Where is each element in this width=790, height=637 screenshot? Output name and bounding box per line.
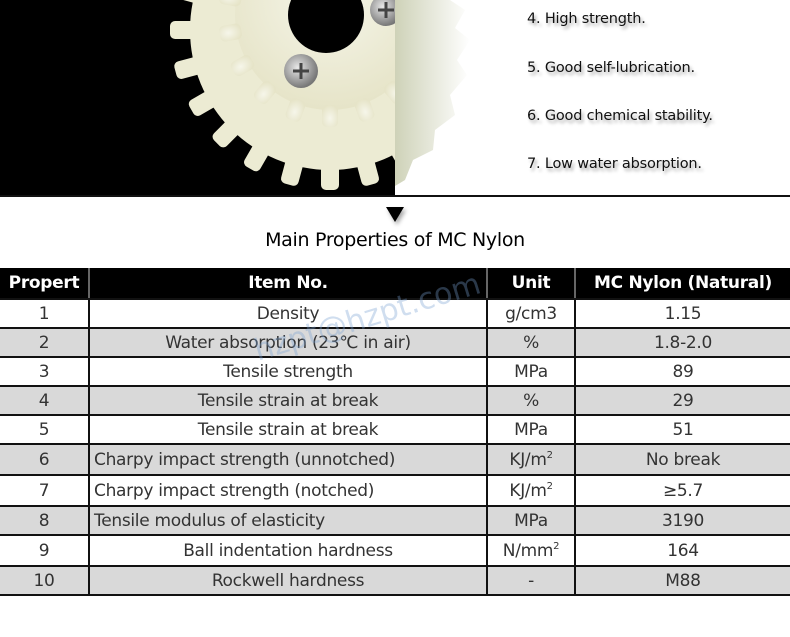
row-number: 9 bbox=[0, 535, 89, 567]
table-row: 3 Tensile strength MPa 89 bbox=[0, 357, 790, 387]
row-unit: N/mm2 bbox=[486, 535, 575, 567]
row-item: Water absorption (23℃ in air) bbox=[88, 328, 487, 358]
row-number: 8 bbox=[0, 506, 89, 536]
gear-photo-edge bbox=[395, 0, 485, 196]
table-row: 2 Water absorption (23℃ in air) % 1.8-2.… bbox=[0, 328, 790, 358]
row-item: Rockwell hardness bbox=[88, 566, 487, 596]
row-unit: - bbox=[486, 566, 575, 596]
row-number: 10 bbox=[0, 566, 89, 596]
row-unit: % bbox=[486, 328, 575, 358]
feature-item: 7. Low water absorption. bbox=[527, 156, 702, 172]
unit-text: KJ/m bbox=[509, 480, 547, 501]
row-value: 3190 bbox=[574, 506, 790, 536]
row-item: Tensile strain at break bbox=[88, 415, 487, 445]
screw-icon bbox=[284, 54, 318, 88]
feature-item: 5. Good self-lubrication. bbox=[527, 60, 695, 76]
row-number: 2 bbox=[0, 328, 89, 358]
unit-superscript: 2 bbox=[546, 480, 553, 492]
unit-superscript: 2 bbox=[546, 449, 553, 461]
row-number: 7 bbox=[0, 475, 89, 507]
table-row: 7 Charpy impact strength (notched) KJ/m2… bbox=[0, 475, 790, 507]
row-value: No break bbox=[574, 444, 790, 476]
row-unit: MPa bbox=[486, 357, 575, 387]
down-triangle-icon bbox=[386, 207, 404, 222]
section-title: Main Properties of MC Nylon bbox=[265, 229, 525, 251]
row-value: 1.8-2.0 bbox=[574, 328, 790, 358]
row-value: 89 bbox=[574, 357, 790, 387]
gear-photo bbox=[0, 0, 395, 196]
row-unit: KJ/m2 bbox=[486, 475, 575, 507]
table-header-row: Propert Item No. Unit MC Nylon (Natural) bbox=[0, 268, 790, 300]
row-value: M88 bbox=[574, 566, 790, 596]
row-number: 6 bbox=[0, 444, 89, 476]
row-item: Tensile modulus of elasticity bbox=[88, 506, 487, 536]
feature-item: 6. Good chemical stability. bbox=[527, 108, 713, 124]
table-row: 1 Density g/cm3 1.15 bbox=[0, 299, 790, 329]
unit-text: N/mm bbox=[502, 540, 554, 561]
divider bbox=[0, 195, 790, 197]
row-item: Density bbox=[88, 299, 487, 329]
row-unit: MPa bbox=[486, 506, 575, 536]
unit-text: KJ/m bbox=[509, 449, 547, 470]
row-number: 3 bbox=[0, 357, 89, 387]
row-value: 51 bbox=[574, 415, 790, 445]
row-unit: KJ/m2 bbox=[486, 444, 575, 476]
row-value: 1.15 bbox=[574, 299, 790, 329]
table-row: 10 Rockwell hardness - M88 bbox=[0, 566, 790, 596]
row-item: Charpy impact strength (unnotched) bbox=[88, 444, 487, 476]
row-number: 5 bbox=[0, 415, 89, 445]
hero-banner: 4. High strength. 5. Good self-lubricati… bbox=[0, 0, 790, 196]
row-item: Ball indentation hardness bbox=[88, 535, 487, 567]
row-unit: g/cm3 bbox=[486, 299, 575, 329]
row-number: 4 bbox=[0, 386, 89, 416]
table-row: 9 Ball indentation hardness N/mm2 164 bbox=[0, 535, 790, 567]
row-number: 1 bbox=[0, 299, 89, 329]
row-item: Charpy impact strength (notched) bbox=[88, 475, 487, 507]
column-header-unit: Unit bbox=[486, 268, 575, 300]
table-row: 4 Tensile strain at break % 29 bbox=[0, 386, 790, 416]
table-row: 5 Tensile strain at break MPa 51 bbox=[0, 415, 790, 445]
gear-icon bbox=[170, 0, 395, 190]
row-unit: % bbox=[486, 386, 575, 416]
column-header-property: Propert bbox=[0, 268, 89, 300]
row-item: Tensile strength bbox=[88, 357, 487, 387]
table-row: 6 Charpy impact strength (unnotched) KJ/… bbox=[0, 444, 790, 476]
column-header-value: MC Nylon (Natural) bbox=[574, 268, 790, 300]
properties-table: Propert Item No. Unit MC Nylon (Natural)… bbox=[0, 268, 790, 596]
row-value: 29 bbox=[574, 386, 790, 416]
row-unit: MPa bbox=[486, 415, 575, 445]
row-item: Tensile strain at break bbox=[88, 386, 487, 416]
table-row: 8 Tensile modulus of elasticity MPa 3190 bbox=[0, 506, 790, 536]
row-value: ≥5.7 bbox=[574, 475, 790, 507]
feature-item: 4. High strength. bbox=[527, 11, 646, 27]
column-header-item: Item No. bbox=[88, 268, 487, 300]
unit-superscript: 2 bbox=[553, 540, 560, 552]
screw-icon bbox=[370, 0, 395, 26]
row-value: 164 bbox=[574, 535, 790, 567]
